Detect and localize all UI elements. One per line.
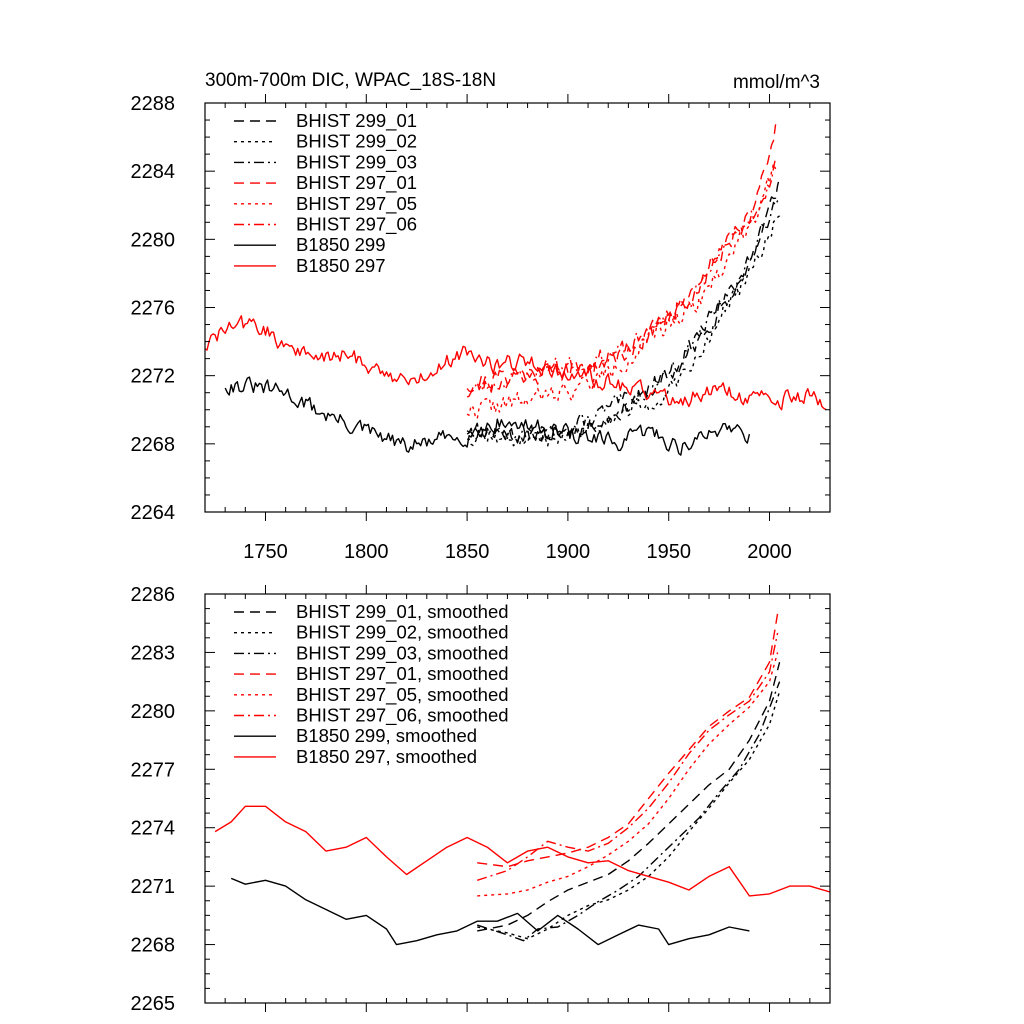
series-line-5 <box>466 163 777 420</box>
series-line-4 <box>477 613 779 868</box>
legend-label-5: BHIST 297_05, smoothed <box>296 684 509 706</box>
legend-label-7: B1850 299, smoothed <box>296 725 477 746</box>
series-group <box>205 124 827 456</box>
legend-label-4: BHIST 297_01 <box>296 172 417 194</box>
series-line-1 <box>466 177 781 443</box>
series-line-7 <box>224 376 751 456</box>
series-line-3 <box>476 681 781 942</box>
x-tick-label: 1750 <box>243 541 288 563</box>
y-tick-label: 2276 <box>131 298 176 320</box>
series-group <box>214 613 830 946</box>
y-tick-label: 2274 <box>131 818 176 840</box>
x-tick-label: 2000 <box>747 541 792 563</box>
series-line-2 <box>477 691 781 940</box>
x-tick-label: 1800 <box>344 541 389 563</box>
series-line-8 <box>214 805 830 897</box>
y-tick-label: 2277 <box>131 759 176 781</box>
legend-label-1: BHIST 299_01 <box>296 110 417 132</box>
chart-units: mmol/m^3 <box>733 72 820 93</box>
legend-label-8: B1850 297 <box>296 255 386 276</box>
legend-label-7: B1850 299 <box>296 234 386 255</box>
x-tick-label: 1850 <box>445 541 490 563</box>
series-line-1 <box>477 662 781 932</box>
series-line-6 <box>476 632 779 881</box>
y-tick-label: 2280 <box>131 229 176 251</box>
series-line-5 <box>477 652 779 897</box>
y-tick-label: 2286 <box>131 584 176 606</box>
series-line-3 <box>466 197 781 444</box>
series-line-7 <box>230 877 750 946</box>
x-tick-label: 1950 <box>646 541 691 563</box>
y-tick-label: 2280 <box>131 701 176 723</box>
y-tick-label: 2268 <box>131 434 176 456</box>
legend-label-3: BHIST 299_03 <box>296 151 417 173</box>
legend-label-5: BHIST 297_05 <box>296 193 417 215</box>
series-line-4 <box>466 124 777 393</box>
series-line-2 <box>467 215 781 447</box>
y-tick-label: 2264 <box>131 502 176 524</box>
y-tick-label: 2284 <box>131 161 176 183</box>
y-tick-label: 2271 <box>131 876 176 898</box>
y-tick-label: 2268 <box>131 935 176 957</box>
y-tick-label: 2272 <box>131 366 176 388</box>
legend-label-2: BHIST 299_02 <box>296 131 417 153</box>
legend-label-6: BHIST 297_06 <box>296 214 417 236</box>
legend-label-3: BHIST 299_03, smoothed <box>296 642 509 664</box>
y-tick-label: 2283 <box>131 642 176 664</box>
legend-label-4: BHIST 297_01, smoothed <box>296 663 509 685</box>
series-line-8 <box>205 315 827 411</box>
chart-title: 300m-700m DIC, WPAC_18S-18N <box>205 70 496 91</box>
chart-panel-bottom: 2265 2268 2271 2274 2277 2280 2283 2286 BHIST 29… <box>131 584 831 1015</box>
legend-label-6: BHIST 297_06, smoothed <box>296 705 509 727</box>
legend-label-1: BHIST 299_01, smoothed <box>296 601 509 623</box>
x-tick-label: 1900 <box>546 541 591 563</box>
legend-label-2: BHIST 299_02, smoothed <box>296 622 509 644</box>
y-tick-label: 2288 <box>131 93 176 115</box>
y-tick-label: 2265 <box>131 993 176 1015</box>
chart-panel-top: 300m-700m DIC, WPAC_18S-18N mmol/m^3 226… <box>131 70 831 563</box>
series-line-6 <box>466 157 777 398</box>
legend-label-8: B1850 297, smoothed <box>296 746 477 767</box>
